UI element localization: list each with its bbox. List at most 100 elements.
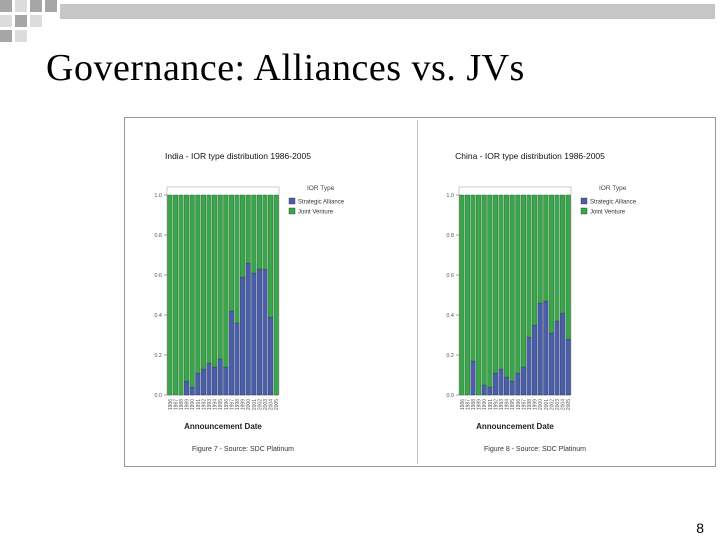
x-tick-label: 1997 (521, 399, 527, 410)
bar-strategic-alliance (223, 366, 229, 396)
bar-strategic-alliance (560, 312, 566, 396)
figure-caption: Figure 7 - Source: SDC Platinum (192, 446, 294, 453)
y-tick-label: 0.6 (446, 273, 454, 279)
china-chart-panel: China - IOR type distribution 1986-2005 0… (421, 122, 711, 462)
x-tick-label: 1993 (207, 399, 213, 410)
slide-title: Governance: Alliances vs. JVs (46, 47, 525, 89)
x-tick-label: 1990 (190, 399, 196, 410)
x-tick-label: 2001 (252, 399, 258, 410)
y-tick-label: 0.2 (446, 353, 454, 359)
x-tick-label: 2003 (263, 399, 269, 410)
bar-strategic-alliance (245, 262, 251, 396)
bar-strategic-alliance (256, 268, 262, 396)
y-tick-label: 0.8 (446, 233, 454, 239)
x-axis-label: Announcement Date (184, 422, 262, 431)
x-tick-label: 1994 (505, 399, 511, 410)
x-tick-label: 1988 (471, 399, 477, 410)
bar-joint-venture (167, 194, 173, 396)
x-tick-label: 1992 (493, 399, 499, 410)
x-tick-label: 1998 (235, 399, 241, 410)
bar-joint-venture (487, 194, 493, 388)
decoration-square (15, 15, 27, 27)
bar-strategic-alliance (548, 332, 554, 396)
x-tick-label: 1989 (185, 399, 191, 410)
bar-strategic-alliance (200, 368, 206, 396)
x-tick-label: 1997 (229, 399, 235, 410)
bar-joint-venture (262, 194, 268, 270)
bar-joint-venture (212, 194, 218, 368)
bar-joint-venture (492, 194, 498, 374)
bar-strategic-alliance (212, 366, 218, 396)
bar-strategic-alliance (537, 302, 543, 396)
bar-strategic-alliance (184, 380, 190, 396)
chart-title: India - IOR type distribution 1986-2005 (165, 151, 311, 161)
bar-strategic-alliance (251, 272, 257, 396)
bar-strategic-alliance (526, 336, 532, 396)
bar-strategic-alliance (504, 376, 510, 396)
decoration-bar (60, 4, 715, 19)
bar-joint-venture (560, 194, 566, 314)
bar-joint-venture (504, 194, 510, 378)
x-tick-label: 1990 (482, 399, 488, 410)
x-tick-label: 1999 (241, 399, 247, 410)
x-tick-label: 2004 (269, 399, 275, 410)
legend-swatch (580, 207, 588, 215)
bar-strategic-alliance (481, 384, 487, 396)
bar-joint-venture (189, 194, 195, 388)
x-tick-label: 1989 (477, 399, 483, 410)
x-tick-label: 1986 (168, 399, 174, 410)
bar-strategic-alliance (492, 372, 498, 396)
x-tick-label: 2005 (566, 399, 572, 410)
decoration-square (0, 0, 12, 12)
bar-joint-venture (476, 194, 482, 396)
x-tick-label: 1999 (533, 399, 539, 410)
bar-joint-venture (178, 194, 184, 396)
bar-strategic-alliance (217, 358, 223, 396)
bar-joint-venture (217, 194, 223, 360)
legend-title: IOR Type (307, 185, 335, 192)
bar-joint-venture (256, 194, 262, 270)
title-decoration-squares (0, 0, 720, 45)
bar-joint-venture (509, 194, 515, 382)
bar-joint-venture (268, 194, 274, 318)
legend-swatch (288, 197, 296, 205)
bar-strategic-alliance (268, 316, 274, 396)
india-chart-panel: India - IOR type distribution 1986-2005 0… (129, 122, 419, 462)
bar-strategic-alliance (262, 268, 268, 396)
chart-svg: India - IOR type distribution 1986-2005 0… (154, 151, 344, 453)
bar-strategic-alliance (189, 386, 195, 396)
y-tick-label: 0.6 (154, 273, 162, 279)
bar-strategic-alliance (234, 322, 240, 396)
bar-joint-venture (515, 194, 521, 374)
x-tick-label: 2002 (549, 399, 555, 410)
bar-joint-venture (565, 194, 571, 340)
bar-joint-venture (223, 194, 229, 368)
y-tick-label: 0.0 (154, 393, 162, 399)
bar-joint-venture (184, 194, 190, 382)
x-tick-label: 1998 (527, 399, 533, 410)
y-tick-label: 1.0 (154, 193, 162, 199)
x-tick-label: 1986 (460, 399, 466, 410)
bar-joint-venture (526, 194, 532, 338)
x-tick-label: 1991 (488, 399, 494, 410)
figure-panel: India - IOR type distribution 1986-2005 0… (124, 117, 716, 467)
bar-joint-venture (554, 194, 560, 322)
x-tick-label: 1987 (173, 399, 179, 410)
bar-joint-venture (532, 194, 538, 326)
bar-joint-venture (543, 194, 549, 302)
legend-swatch (288, 207, 296, 215)
y-tick-label: 0.4 (446, 313, 454, 319)
bar-strategic-alliance (509, 380, 515, 396)
bar-joint-venture (520, 194, 526, 368)
bar-joint-venture (195, 194, 201, 374)
x-tick-label: 2001 (544, 399, 550, 410)
bar-joint-venture (251, 194, 257, 274)
bar-joint-venture (537, 194, 543, 304)
y-tick-label: 1.0 (446, 193, 454, 199)
slide-number: 8 (696, 520, 704, 536)
chart-svg: China - IOR type distribution 1986-2005 0… (446, 151, 636, 453)
x-tick-label: 1996 (516, 399, 522, 410)
bar-joint-venture (228, 194, 234, 312)
decoration-square (30, 15, 42, 27)
legend-title: IOR Type (599, 185, 627, 192)
